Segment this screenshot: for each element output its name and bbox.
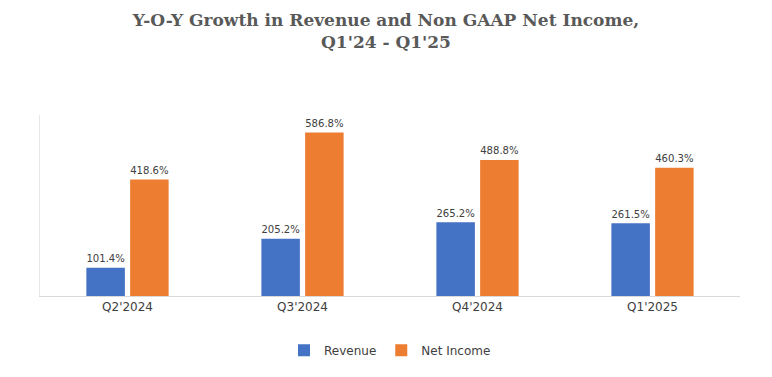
svg-text:Q1'2025: Q1'2025 — [627, 300, 678, 314]
svg-text:418.6%: 418.6% — [130, 165, 169, 176]
svg-text:205.2%: 205.2% — [261, 224, 300, 235]
svg-text:261.5%: 261.5% — [611, 209, 650, 220]
svg-text:Q4'2024: Q4'2024 — [452, 300, 503, 314]
svg-text:Revenue: Revenue — [324, 344, 376, 358]
svg-text:586.8%: 586.8% — [305, 118, 344, 129]
svg-text:488.8%: 488.8% — [480, 145, 519, 156]
svg-text:Net Income: Net Income — [421, 344, 490, 358]
svg-text:101.4%: 101.4% — [86, 253, 125, 264]
svg-text:265.2%: 265.2% — [436, 208, 475, 219]
svg-text:Q3'2024: Q3'2024 — [277, 300, 328, 314]
svg-text:Q2'2024: Q2'2024 — [102, 300, 153, 314]
svg-text:460.3%: 460.3% — [655, 153, 694, 164]
svg-text:Y-O-Y Growth in Revenue and No: Y-O-Y Growth in Revenue and Non GAAP Net… — [132, 10, 639, 52]
